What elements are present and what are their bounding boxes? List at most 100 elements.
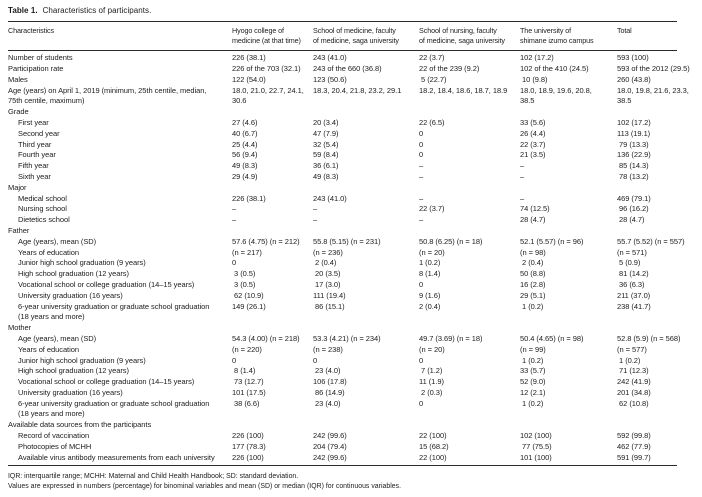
section-label: Father bbox=[8, 225, 30, 235]
cell: 226 (100) bbox=[232, 431, 264, 441]
cell-text: (n = 577) bbox=[617, 344, 647, 354]
table-footnotes: IQR: interquartile range; MCHH: Maternal… bbox=[8, 472, 677, 491]
cell: (n = 98) bbox=[520, 247, 546, 257]
table-caption: Characteristics of participants. bbox=[42, 6, 152, 15]
cell bbox=[617, 226, 677, 237]
cell: 102 of the 410 (24.5) bbox=[520, 63, 589, 73]
cell: 50 (8.8) bbox=[520, 269, 546, 279]
cell bbox=[520, 107, 617, 118]
table-row: Junior high school graduation (9 years) 0… bbox=[8, 356, 677, 367]
cell bbox=[313, 107, 419, 118]
cell-text: 78 (13.2) bbox=[617, 171, 649, 181]
row-label: Available virus antibody measurements fr… bbox=[18, 452, 215, 462]
cell: 5 (0.9) bbox=[617, 258, 677, 269]
cell: (n = 20) bbox=[419, 247, 445, 257]
row-label: Nursing school bbox=[18, 204, 67, 214]
cell-text: 81 (14.2) bbox=[617, 269, 649, 279]
cell: 18.3, 20.4, 21.8, 23.2, 29.1 bbox=[313, 85, 402, 95]
cell: 2 (0.3) bbox=[419, 387, 443, 397]
row-label: Age (years), mean (SD) bbox=[18, 333, 97, 343]
cell: 0 bbox=[419, 150, 424, 160]
cell: 22 (3.7) bbox=[419, 204, 445, 214]
table-row: First year 27 (4.6) 20 (3.4) 22 (6.5) 33 (5.… bbox=[8, 118, 677, 129]
cell: 40 (6.7) bbox=[232, 128, 258, 138]
section-row: Grade bbox=[8, 107, 677, 118]
cell: – bbox=[520, 161, 525, 171]
cell: 243 (41.0) bbox=[313, 193, 347, 203]
cell: 0 bbox=[419, 139, 424, 149]
cell: 101 (17.5) bbox=[232, 387, 266, 397]
cell: 8 (1.4) bbox=[232, 366, 256, 376]
cell: 10 (9.8) bbox=[520, 74, 548, 84]
cell-text: 18.0, 19.8, 21.6, 23.3, 38.5 bbox=[617, 85, 689, 106]
cell-text: 211 (37.0) bbox=[617, 290, 651, 300]
cell: – bbox=[419, 215, 424, 225]
cell: 36 (6.3) bbox=[617, 280, 677, 291]
cell: 32 (5.4) bbox=[313, 139, 339, 149]
cell bbox=[617, 107, 677, 118]
row-label: Males bbox=[8, 74, 28, 84]
cell: 20 (3.5) bbox=[313, 269, 341, 279]
row-label: Years of education bbox=[18, 344, 79, 354]
cell: 49 (8.3) bbox=[232, 161, 258, 171]
table-body: Number of students 226 (38.1) 243 (41.0) 22… bbox=[8, 51, 690, 466]
cell: 81 (14.2) bbox=[617, 269, 677, 280]
cell: 15 (68.2) bbox=[419, 441, 449, 451]
row-label: Dietetics school bbox=[18, 215, 70, 225]
cell-text: 79 (13.3) bbox=[617, 139, 649, 149]
row-label: Vocational school or college graduation … bbox=[18, 279, 195, 289]
cell: 29 (5.1) bbox=[520, 290, 546, 300]
table-number: Table 1. bbox=[8, 6, 38, 15]
cell: 1 (0.2) bbox=[617, 356, 677, 367]
cell-text: 238 (41.7) bbox=[617, 301, 651, 311]
cell: 49 (8.3) bbox=[313, 171, 339, 181]
cell bbox=[520, 420, 617, 431]
cell: 1 (0.2) bbox=[520, 398, 544, 408]
cell: 592 (99.8) bbox=[617, 431, 677, 442]
cell: 0 bbox=[419, 128, 424, 138]
table-row: Participation rate 226 of the 703 (32.1) 2… bbox=[8, 63, 690, 75]
cell: 3 (0.5) bbox=[232, 269, 256, 279]
row-label: Age (years), mean (SD) bbox=[18, 236, 97, 246]
cell: 122 (54.0) bbox=[232, 74, 266, 84]
row-label: University graduation (16 years) bbox=[18, 290, 123, 300]
cell: 593 (100) bbox=[617, 51, 677, 64]
cell: 26 (4.4) bbox=[520, 128, 546, 138]
cell: 149 (26.1) bbox=[232, 301, 266, 311]
col-header-hyogo: Hyogo college of medicine (at that time) bbox=[232, 21, 313, 52]
table-row: Fourth year 56 (9.4) 59 (8.4) 0 21 (3.5) 136 … bbox=[8, 150, 677, 161]
cell bbox=[232, 183, 313, 194]
header-row: Characteristics Hyogo college of medicin… bbox=[8, 21, 677, 52]
cell: – bbox=[313, 215, 318, 225]
cell: 136 (22.9) bbox=[617, 150, 677, 161]
section-label: Grade bbox=[8, 107, 29, 117]
row-label: High school graduation (12 years) bbox=[18, 366, 129, 376]
cell: 20 (3.4) bbox=[313, 117, 339, 127]
row-label: Fourth year bbox=[18, 150, 56, 160]
cell bbox=[232, 226, 313, 237]
row-label: Junior high school graduation (9 years) bbox=[18, 258, 146, 268]
cell: 5 (22.7) bbox=[419, 74, 447, 84]
section-row: Father bbox=[8, 226, 677, 237]
cell: 62 (10.9) bbox=[232, 290, 264, 300]
section-row: Mother bbox=[8, 323, 677, 334]
cell bbox=[419, 183, 520, 194]
cell: 21 (3.5) bbox=[520, 150, 546, 160]
cell: 52.1 (5.57) (n = 96) bbox=[520, 236, 584, 246]
cell: (n = 20) bbox=[419, 344, 445, 354]
cell: 111 (19.4) bbox=[313, 290, 346, 300]
cell: 22 of the 239 (9.2) bbox=[419, 63, 480, 73]
row-label: Vocational school or college graduation … bbox=[18, 377, 195, 387]
table-title: Table 1. Characteristics of participants. bbox=[8, 6, 677, 16]
row-label: Second year bbox=[18, 128, 60, 138]
cell: 74 (12.5) bbox=[520, 204, 550, 214]
cell: – bbox=[419, 161, 424, 171]
row-label: Sixth year bbox=[18, 171, 51, 181]
cell: 226 (38.1) bbox=[232, 193, 266, 203]
cell-text: 593 (100) bbox=[617, 53, 649, 63]
cell-text: 592 (99.8) bbox=[617, 431, 651, 441]
cell: (n = 238) bbox=[313, 344, 343, 354]
cell: 38 (6.6) bbox=[232, 398, 260, 408]
cell: – bbox=[520, 171, 525, 181]
